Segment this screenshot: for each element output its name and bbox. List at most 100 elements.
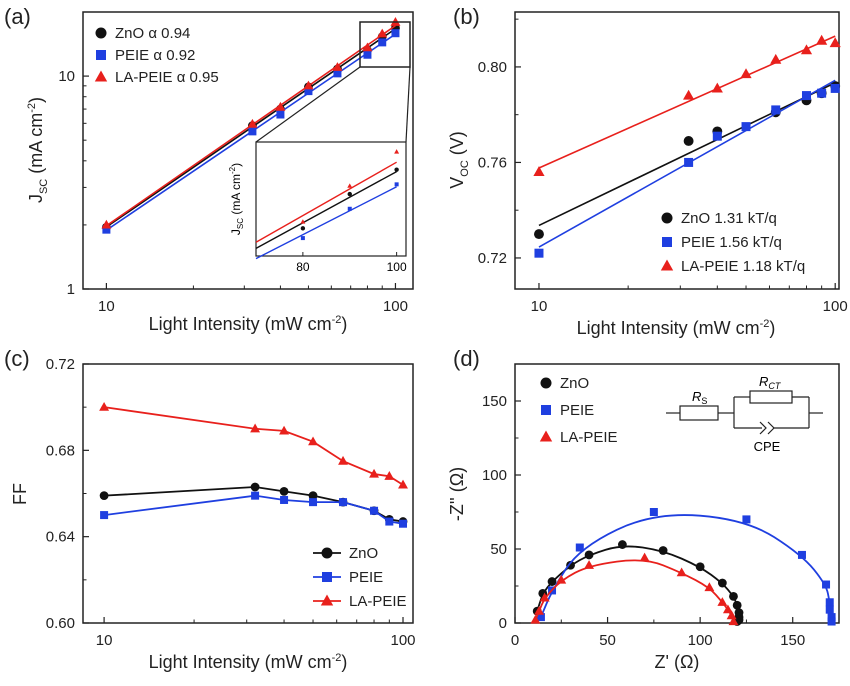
panel-d-data-point (676, 567, 687, 577)
panel-a-inset-fit-line (255, 186, 397, 260)
panel-c-y-tick-label: 0.68 (46, 442, 75, 459)
equivalent-circuit-diagram (666, 390, 823, 435)
panel-b-data-point (800, 44, 813, 55)
panel-d-data-point (732, 600, 742, 610)
panel-a-data-point (362, 42, 373, 52)
panel-label-a: (a) (4, 4, 31, 29)
panel-d-data-point (534, 605, 545, 615)
panel-d-legend-label: ZnO (560, 375, 589, 392)
panel-d-legend-marker (540, 377, 552, 389)
panel-d-data-point (584, 550, 594, 560)
panel-a-data-point (333, 69, 342, 78)
panel-c-x-tick-label: 10 (96, 632, 113, 649)
panel-c-data-point (99, 491, 109, 501)
panel-d-data-point (726, 610, 737, 620)
circuit-rct-label: RCT (759, 374, 782, 391)
panel-a-inset-data-point (300, 219, 306, 224)
panel-c-legend-label: ZnO (349, 545, 378, 562)
panel-a-inset-data-point (300, 226, 306, 231)
panel-a-x-tick-label: 10 (98, 298, 115, 315)
circuit-rct-resistor (749, 390, 793, 404)
panel-b-data-point (533, 166, 545, 177)
panel-b-data-point (534, 229, 544, 240)
panel-d-data-point (822, 580, 831, 589)
panel-b-data-point (816, 34, 828, 45)
panel-a-zoom-connector-left (255, 66, 361, 143)
panel-d-data-point (575, 543, 584, 552)
panel-d-chart: Z' (Ω) -Z'' (Ω) 0 50 100 150 0 50 100 150 ZnO PE… (447, 363, 840, 672)
panel-b-data-point (683, 135, 694, 146)
panel-d-data-point (658, 546, 668, 555)
panel-b-data-point (770, 53, 782, 64)
panel-c-data-point (369, 468, 380, 478)
panel-a-inset-y-axis-title: JSC (mA cm-2) (228, 163, 245, 235)
panel-c-legend-label: PEIE (349, 569, 383, 586)
panel-a-data-point (275, 101, 286, 111)
panel-b-chart: Light Intensity (mW cm-2) VOC (V) 10 100 0… (447, 11, 848, 338)
panel-d-legend-marker (541, 405, 551, 415)
panel-c-data-point (308, 491, 318, 501)
circuit-rs-resistor (679, 405, 719, 421)
panel-d-data-point (556, 574, 567, 584)
panel-d-y-tick-label: 0 (499, 615, 507, 632)
panel-b-legend-marker (660, 259, 674, 271)
panel-d-y-axis-title: -Z'' (Ω) (447, 467, 467, 521)
panel-d-x-axis-title: Z' (Ω) (655, 652, 700, 672)
panel-a-x-axis-title: Light Intensity (mW cm-2) (149, 314, 348, 334)
panel-a-inset-data-point (347, 191, 352, 197)
panel-c-data-point (309, 498, 318, 507)
panel-a-y-axis-title: JSC (mA cm-2) (26, 97, 50, 203)
panel-c-data-point (370, 506, 379, 515)
panel-c-x-axis-title: Light Intensity (mW cm-2) (149, 652, 348, 672)
panel-a-inset-data-point (347, 183, 353, 188)
panel-d-x-tick-label: 0 (511, 632, 519, 649)
panel-c-data-point (250, 482, 260, 492)
panel-a-inset-data-point (394, 182, 399, 187)
panel-a-legend-marker (94, 70, 108, 82)
panel-c-data-point (385, 517, 394, 526)
panel-a-inset-data-point (347, 206, 352, 211)
panel-b-data-point (771, 105, 781, 115)
panel-a-inset-x-tick-label: 100 (387, 260, 407, 274)
panel-d-x-tick-label: 50 (599, 632, 616, 649)
panel-d-y-tick-label: 150 (482, 393, 507, 410)
panel-a-inset-data-point (394, 167, 399, 172)
panel-d-y-tick-label: 50 (490, 541, 507, 558)
panel-c-legend-marker (322, 572, 332, 582)
circuit-cpe-label: CPE (754, 439, 781, 454)
panel-b-x-tick-label: 10 (531, 298, 548, 315)
panel-c-data-point (384, 471, 395, 480)
panel-b-data-point (801, 91, 811, 101)
panel-a-data-point (332, 62, 343, 71)
panel-d-data-point (825, 598, 834, 607)
panel-a-inset-data-point (300, 236, 305, 241)
panel-b-data-point (712, 131, 722, 141)
panel-a-legend-label: LA-PEIE α 0.95 (115, 69, 219, 86)
panel-b-fit-line (538, 82, 836, 227)
panel-d-data-point (827, 613, 836, 622)
panel-label-c: (c) (4, 346, 30, 371)
panel-b-legend-marker (662, 237, 672, 247)
panel-b-data-point (711, 82, 723, 93)
panel-a-data-point (248, 127, 257, 136)
panel-a-data-point (101, 219, 112, 229)
panel-d-x-tick-label: 150 (780, 632, 805, 649)
panel-a-inset-fit-line (255, 170, 397, 249)
panel-b-frame (514, 11, 840, 290)
panel-b-fit-line (538, 35, 836, 169)
panel-d-legend-label: LA-PEIE (560, 429, 618, 446)
panel-b-y-axis-title: VOC (V) (447, 131, 471, 189)
panel-a-data-point (303, 80, 314, 90)
circuit-cpe-element (759, 421, 775, 435)
panel-c-y-tick-label: 0.64 (46, 529, 75, 546)
panel-c-data-point (398, 479, 408, 489)
panel-c-data-point (280, 495, 289, 504)
panel-c-data-point (251, 491, 260, 500)
panel-b-data-point (534, 248, 544, 258)
panel-a-data-point (377, 28, 388, 38)
panel-b-data-point (683, 89, 695, 100)
panel-a-zoom-connector-right (405, 66, 411, 143)
panel-c-legend-marker (321, 547, 333, 559)
panel-d-data-point (704, 582, 715, 592)
